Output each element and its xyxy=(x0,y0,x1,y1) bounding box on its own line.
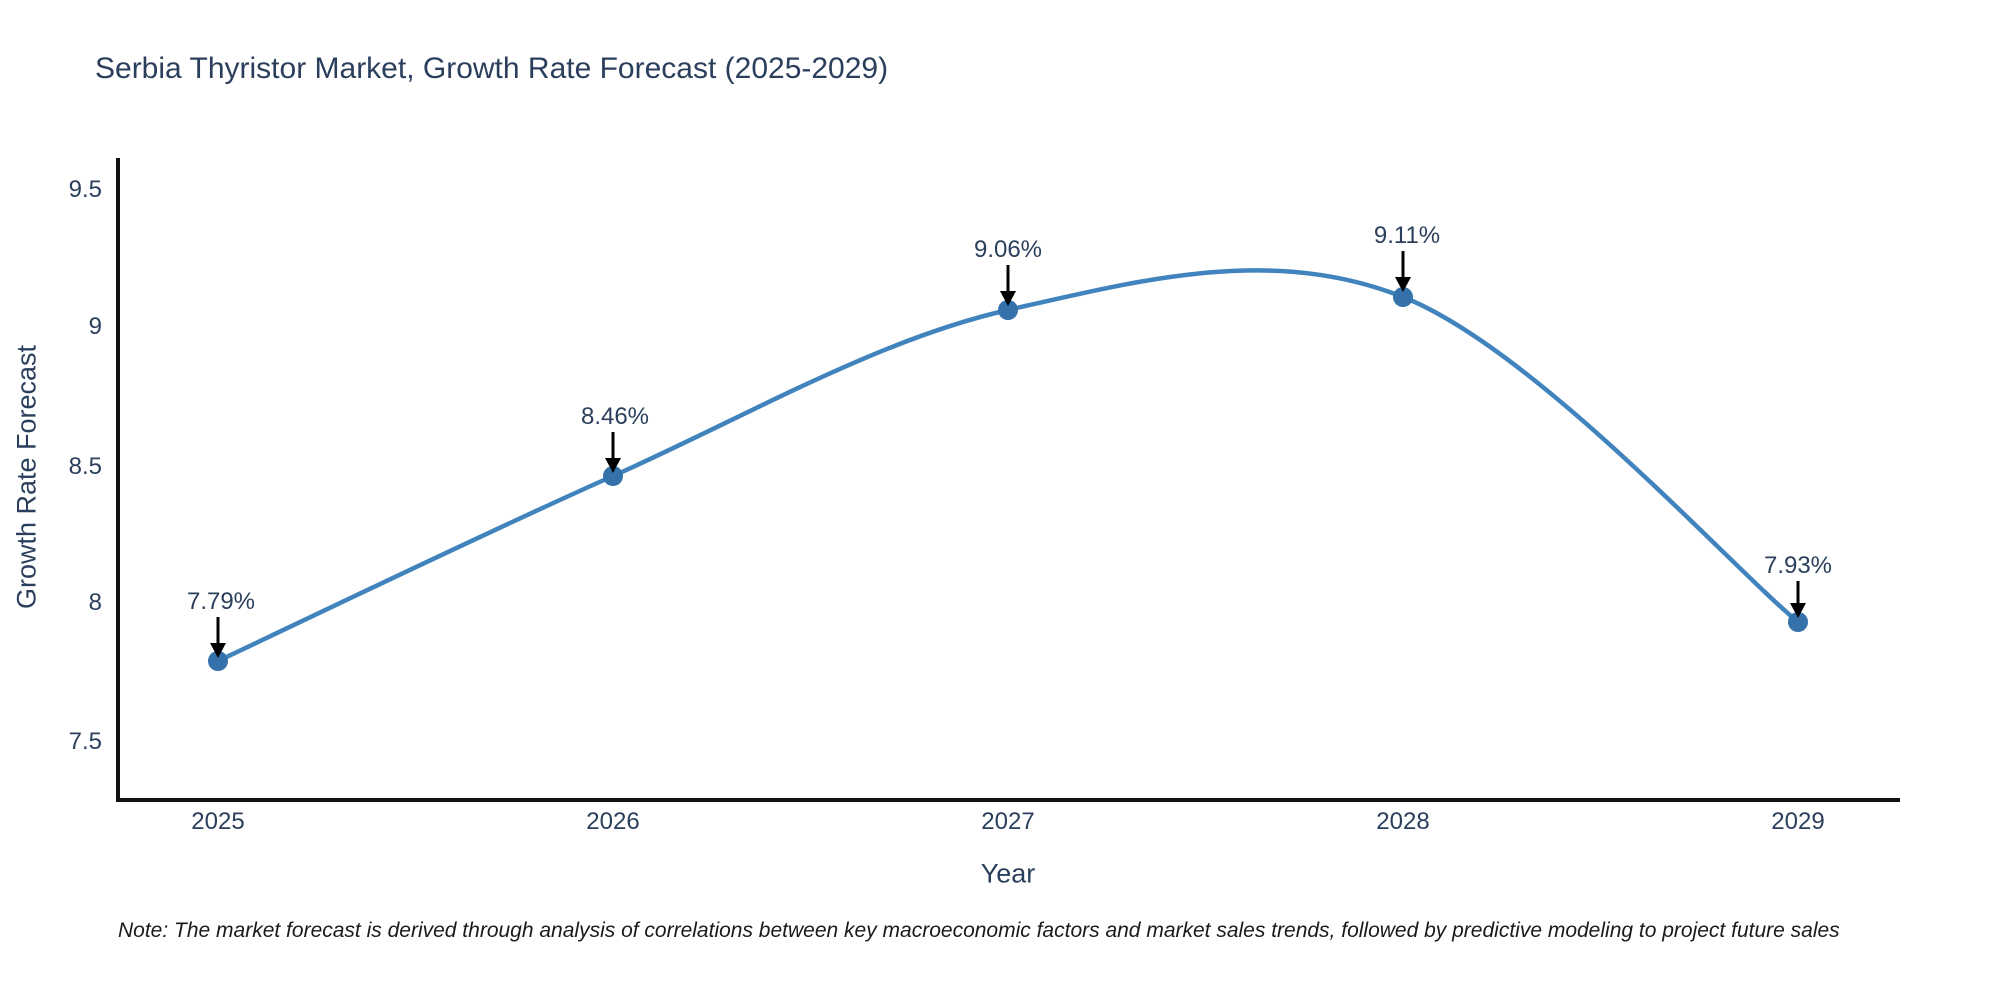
point-annotation-2026: 8.46% xyxy=(580,403,650,430)
data-point-2028 xyxy=(1393,287,1413,307)
point-annotation-2028: 9.11% xyxy=(1373,222,1441,249)
annotation-arrow-2027 xyxy=(1000,265,1016,306)
y-tick-label: 8 xyxy=(88,589,102,616)
y-tick-label: 7.5 xyxy=(68,728,102,755)
point-annotation-2027: 9.06% xyxy=(973,236,1043,263)
x-tick-label: 2029 xyxy=(1771,808,1825,835)
point-annotation-2025: 7.79% xyxy=(186,588,256,615)
data-point-2025 xyxy=(208,651,228,671)
y-axis-title: Growth Rate Forecast xyxy=(11,344,42,610)
footnote: Note: The market forecast is derived thr… xyxy=(118,919,1840,942)
chart-title: Serbia Thyristor Market, Growth Rate For… xyxy=(95,52,889,85)
annotation-arrow-2026 xyxy=(605,432,621,473)
axis-lines xyxy=(116,158,1900,802)
point-annotation-2029: 7.93% xyxy=(1763,552,1833,579)
data-point-2027 xyxy=(998,300,1018,320)
data-point-2029 xyxy=(1788,612,1808,632)
data-point-2026 xyxy=(603,466,623,486)
x-tick-label: 2025 xyxy=(191,808,245,835)
x-axis-title: Year xyxy=(980,858,1036,889)
x-tick-label: 2026 xyxy=(586,808,640,835)
y-tick-label: 8.5 xyxy=(68,453,102,480)
x-tick-label: 2028 xyxy=(1376,808,1430,835)
y-tick-label: 9 xyxy=(88,313,102,340)
annotation-arrow-2025 xyxy=(210,617,226,658)
annotation-arrow-2029 xyxy=(1790,581,1806,618)
trend-line xyxy=(215,268,1801,664)
y-tick-label: 9.5 xyxy=(68,176,102,203)
x-tick-label: 2027 xyxy=(981,808,1035,835)
annotation-arrow-2028 xyxy=(1395,251,1411,292)
